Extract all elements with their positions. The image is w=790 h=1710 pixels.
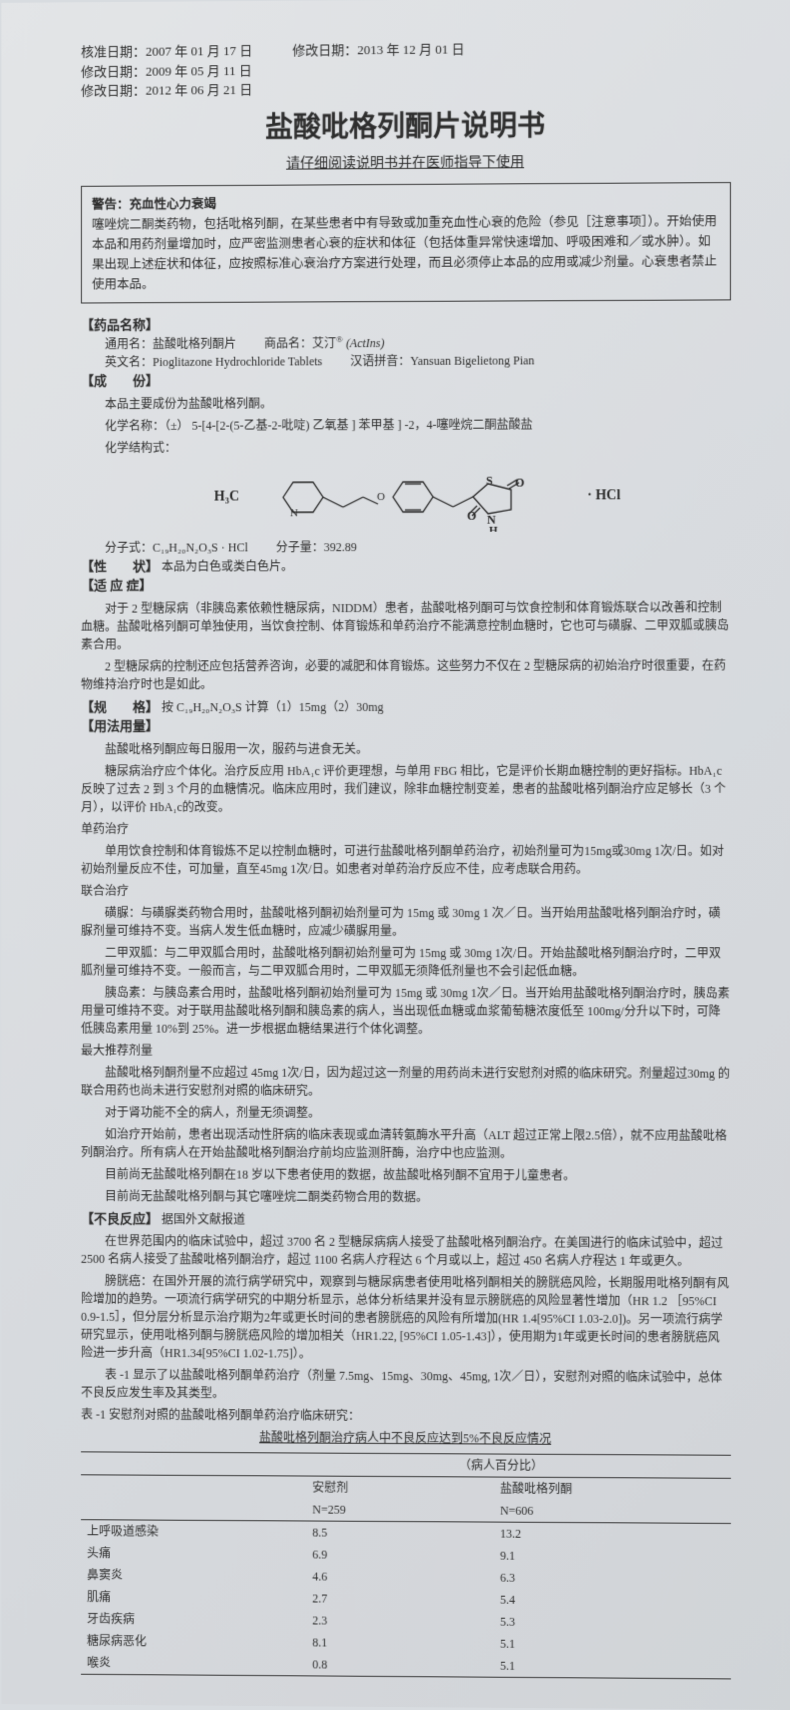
renal-text: 对于肾功能不全的病人，剂量无须调整。: [81, 1103, 731, 1122]
max-text: 盐酸吡格列酮剂量不应超过 45mg 1次/日，因为超过这一剂量的用药尚未进行安慰…: [81, 1063, 731, 1100]
character-text: 本品为白色或类白色片。: [162, 559, 294, 573]
other-text: 目前尚无盐酸吡格列酮与其它噻唑烷二酮类药物合用的数据。: [81, 1187, 731, 1207]
h3c-label: H₃C: [214, 486, 239, 507]
rev2-date: 修改日期：2012 年 06 月 21 日: [81, 77, 731, 101]
svg-text:H: H: [489, 524, 498, 532]
english-name: 英文名：Pioglitazone Hydrochloride Tablets: [105, 352, 323, 371]
rev3-date: 修改日期：2013 年 12 月 01 日: [292, 40, 464, 61]
n-placebo: N=259: [272, 1498, 460, 1522]
warning-body: 噻唑烷二酮类药物，包括吡格列酮，在某些患者中有导致或加重充血性心衰的危险（参见［…: [92, 214, 717, 291]
hcl-label: · HCl: [587, 485, 620, 506]
chem-name: 化学名称：（±） 5-[4-[2-(5-乙基-2-吡啶) 乙氧基 ] 苯甲基 ]…: [105, 414, 731, 434]
met-text: 二甲双胍：与二甲双胍合用时，盐酸吡格列酮初始剂量可为 15mg 或 30mg 1…: [81, 943, 731, 980]
generic-name: 通用名：盐酸吡格列酮片: [105, 335, 236, 354]
svg-text:S: S: [486, 473, 493, 487]
main-ingredient: 本品主要成份为盐酸吡格列酮。: [105, 392, 731, 412]
mono-head: 单药治疗: [81, 819, 731, 837]
indication-p1: 对于 2 型糖尿病（非胰岛素依赖性糖尿病，NIDDM）患者，盐酸吡格列酮可与饮食…: [81, 598, 731, 653]
formula: 分子式：C₁₉H₂₀N₂O₃S · HCl: [105, 538, 248, 556]
sec-indication: 【适 应 症】: [81, 574, 731, 595]
sec-spec: 【规 格】: [81, 699, 159, 714]
svg-text:O: O: [515, 475, 524, 489]
struct-label: 化学结构式：: [105, 436, 731, 456]
warning-lead: 警告：充血性心力衰竭: [92, 197, 216, 212]
ins-text: 胰岛素：与胰岛素合用时，盐酸吡格列酮初始剂量可为 15mg 或 30mg 1次／…: [81, 983, 731, 1038]
table-row: 喉炎0.85.1: [81, 1652, 731, 1679]
doc-subtitle: 请仔细阅读说明书并在医师指导下使用: [81, 150, 731, 175]
usage-p1: 盐酸吡格列酮应每日服用一次，服药与进食无关。: [81, 739, 731, 758]
liver-text: 如治疗开始前，患者出现活动性肝病的临床表现或血清转氨酶水平升高（ALT 超过正常…: [81, 1125, 731, 1163]
trade-name: 商品名：艾汀® (ActIns): [264, 333, 384, 353]
child-text: 目前尚无盐酸吡格列酮在18 岁以下患者使用的数据，故盐酸吡格列酮不宜用于儿童患者…: [81, 1165, 731, 1185]
max-head: 最大推荐剂量: [81, 1041, 731, 1060]
chem-structure: H₃C N O S O N O H: [105, 460, 731, 532]
tbl-title: 表 -1 安慰剂对照的盐酸吡格列酮单药治疗临床研究：: [81, 1405, 731, 1426]
sulf-text: 磺脲：与磺脲类药物合用时，盐酸吡格列酮初始剂量可为 15mg 或 30mg 1 …: [81, 903, 731, 939]
adverse-table: （病人百分比） 安慰剂 盐酸吡格列酮 N=259 N=606 上呼吸道感染8.5…: [81, 1451, 731, 1679]
sec-adverse: 【不良反应】: [81, 1211, 159, 1226]
spec-text: 按 C₁₉H₂₀N₂O₃S 计算（1）15mg（2）30mg: [162, 700, 384, 714]
svg-text:O: O: [377, 491, 385, 503]
adverse-p1: 在世界范围内的临床试验中，超过 3700 名 2 型糖尿病病人接受了盐酸吡格列酮…: [81, 1232, 731, 1270]
n-drug: N=606: [460, 1499, 731, 1523]
col-drug: 盐酸吡格列酮: [460, 1477, 731, 1501]
col-percent: （病人百分比）: [272, 1453, 731, 1478]
combo-head: 联合治疗: [81, 881, 731, 899]
approve-date: 核准日期：2007 年 01 月 17 日: [81, 41, 253, 62]
dates-block: 核准日期：2007 年 01 月 17 日 修改日期：2013 年 12 月 0…: [81, 38, 731, 101]
adverse-p2: 膀胱癌：在国外开展的流行病学研究中，观察到与糖尿病患者使用吡格列酮相关的膀胱癌风…: [81, 1272, 731, 1365]
usage-p2: 糖尿病治疗应个体化。治疗反应用 HbA₁c 评价更理想，与单用 FBG 相比，它…: [81, 761, 731, 815]
structure-svg: N O S O N O H: [263, 461, 563, 532]
warning-box: 警告：充血性心力衰竭 噻唑烷二酮类药物，包括吡格列酮，在某些患者中有导致或加重充…: [81, 182, 731, 303]
indication-p2: 2 型糖尿病的控制还应包括营养咨询，必要的减肥和体育锻炼。这些努力不仅在 2 型…: [81, 656, 731, 693]
adverse-p3: 表 -1 显示了以盐酸吡格列酮单药治疗（剂量 7.5mg、15mg、30mg、4…: [81, 1366, 731, 1405]
mw: 分子量：392.89: [276, 538, 357, 556]
adverse-src: 据国外文献报道: [162, 1212, 246, 1226]
tbl-sub: 盐酸吡格列酮治疗病人中不良反应达到5%不良反应情况: [81, 1427, 731, 1448]
sec-composition: 【成 份】: [81, 369, 731, 391]
sec-usage: 【用法用量】: [81, 716, 731, 736]
col-placebo: 安慰剂: [272, 1476, 460, 1500]
sec-character: 【性 状】: [81, 558, 159, 573]
pinyin-name: 汉语拼音：Yansuan Bigelietong Pian: [350, 351, 534, 370]
doc-title: 盐酸吡格列酮片说明书: [81, 104, 731, 150]
svg-text:N: N: [290, 507, 298, 519]
mono-text: 单用饮食控制和体育锻炼不足以控制血糖时，可进行盐酸吡格列酮单药治疗，初始剂量可为…: [81, 841, 731, 877]
